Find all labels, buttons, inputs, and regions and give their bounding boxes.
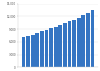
Bar [77,18,81,67]
Bar [49,28,53,67]
Bar [72,20,76,67]
Bar [54,27,58,67]
Bar [91,10,94,67]
Bar [86,13,90,67]
Bar [82,15,85,67]
Bar [22,37,25,67]
Bar [58,25,62,67]
Bar [68,21,71,67]
Bar [45,30,48,67]
Bar [40,31,44,67]
Bar [26,36,30,67]
Bar [35,33,39,67]
Bar [63,23,67,67]
Bar [31,35,34,67]
